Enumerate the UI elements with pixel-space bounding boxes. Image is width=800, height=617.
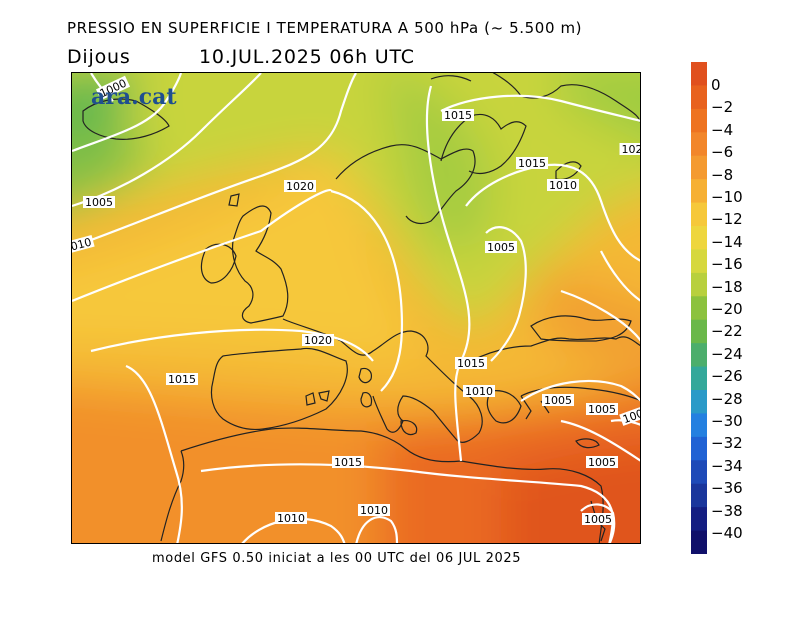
colorbar-label: −12 — [711, 210, 743, 229]
svg-text:1005: 1005 — [487, 241, 515, 254]
colorbar-swatch — [691, 413, 707, 438]
colorbar-swatch — [691, 108, 707, 133]
colorbar-swatch — [691, 85, 707, 110]
colorbar-swatch — [691, 62, 707, 86]
isobar-label: 1005 — [485, 241, 517, 254]
isobar-label: 1005 — [586, 403, 618, 416]
colorbar-swatch — [691, 202, 707, 227]
weather-map: 1000 1015 1015 1010 102 1020 1005 010 1005 1020 10… — [71, 72, 641, 544]
colorbar-swatch — [691, 226, 707, 250]
svg-text:010: 010 — [72, 235, 93, 253]
colorbar-label: −14 — [711, 232, 743, 251]
ara-cat-logo: ara.cat — [91, 84, 177, 110]
chart-title: PRESSIO EN SUPERFICIE I TEMPERATURA A 50… — [67, 19, 583, 37]
isobar-label: 1005 — [582, 513, 614, 526]
colorbar-swatch — [691, 366, 707, 391]
svg-text:1010: 1010 — [277, 512, 305, 525]
colorbar-label: −22 — [711, 322, 743, 341]
colorbar-label: −40 — [711, 524, 743, 542]
colorbar-label: −20 — [711, 300, 743, 318]
colorbar-label: −10 — [711, 188, 743, 206]
colorbar-label: −26 — [711, 367, 743, 386]
isobar-label: 1010 — [275, 512, 307, 525]
colorbar-swatch — [691, 272, 707, 297]
colorbar-swatch — [691, 155, 707, 180]
colorbar-swatch — [691, 436, 707, 461]
colorbar-label: −32 — [711, 434, 743, 453]
colorbar-label: 0 — [711, 76, 721, 94]
forecast-datetime: 10.JUL.2025 06h UTC — [199, 46, 415, 68]
isobar-label: 1015 — [455, 357, 487, 370]
colorbar-swatch — [691, 296, 707, 321]
svg-text:1010: 1010 — [549, 179, 577, 192]
svg-text:1015: 1015 — [168, 373, 196, 386]
colorbar-label: −24 — [711, 344, 743, 363]
svg-text:1005: 1005 — [544, 394, 572, 407]
colorbar-swatch — [691, 483, 707, 508]
colorbar-swatch — [691, 132, 707, 157]
colorbar-swatch — [691, 507, 707, 532]
isobar-label: 1005 — [83, 196, 115, 209]
colorbar-swatch — [691, 343, 707, 368]
colorbar-label: −16 — [711, 255, 743, 274]
svg-text:1005: 1005 — [85, 196, 113, 209]
svg-text:1005: 1005 — [588, 456, 616, 469]
isobar-label: 100 — [619, 406, 641, 426]
colorbar-swatch — [691, 179, 707, 204]
colorbar-label: −30 — [711, 412, 743, 430]
colorbar-label: −36 — [711, 479, 743, 498]
isobar-label: 1005 — [586, 456, 618, 469]
colorbar-swatch — [691, 390, 707, 414]
colorbar-label: −8 — [711, 165, 734, 184]
isobar-label: 1020 — [302, 334, 334, 347]
forecast-time: Dijous 10.JUL.2025 06h UTC — [67, 46, 414, 68]
colorbar-swatch — [691, 530, 707, 554]
svg-text:1005: 1005 — [588, 403, 616, 416]
isobar-label: 1005 — [542, 394, 574, 407]
colorbar-label: −4 — [711, 120, 734, 139]
isobar-label: 102 — [619, 143, 642, 156]
colorbar-swatch — [691, 249, 707, 274]
colorbar-swatch — [691, 460, 707, 485]
isobar-label: 1010 — [358, 504, 390, 517]
isobar-label: 1015 — [516, 157, 548, 170]
colorbar-swatches — [691, 62, 707, 554]
svg-text:1015: 1015 — [444, 109, 472, 122]
isobar-label: 1015 — [442, 109, 474, 122]
svg-text:1015: 1015 — [518, 157, 546, 170]
colorbar-label: −28 — [711, 389, 743, 408]
isobar-label: 1015 — [332, 456, 364, 469]
colorbar-swatch — [691, 319, 707, 344]
isobar-label: 1010 — [547, 179, 579, 192]
svg-text:1005: 1005 — [584, 513, 612, 526]
temperature-field — [72, 73, 640, 543]
colorbar-label: −38 — [711, 501, 743, 520]
colorbar-label: −2 — [711, 98, 734, 117]
isobar-label: 1010 — [463, 385, 495, 398]
isobar-label: 1020 — [284, 180, 316, 193]
svg-text:100: 100 — [621, 407, 641, 426]
svg-text:1010: 1010 — [465, 385, 493, 398]
svg-text:1020: 1020 — [304, 334, 332, 347]
colorbar-label: −18 — [711, 277, 743, 296]
model-info: model GFS 0.50 iniciat a les 00 UTC del … — [152, 551, 522, 566]
svg-text:1015: 1015 — [334, 456, 362, 469]
colorbar-label: −6 — [711, 143, 734, 162]
svg-text:102: 102 — [622, 143, 642, 156]
svg-text:1020: 1020 — [286, 180, 314, 193]
svg-text:1015: 1015 — [457, 357, 485, 370]
svg-text:1010: 1010 — [360, 504, 388, 517]
colorbar-label: −34 — [711, 456, 743, 475]
isobar-label: 1015 — [166, 373, 198, 386]
forecast-day: Dijous — [67, 46, 131, 68]
isobar-label: 010 — [72, 234, 95, 253]
